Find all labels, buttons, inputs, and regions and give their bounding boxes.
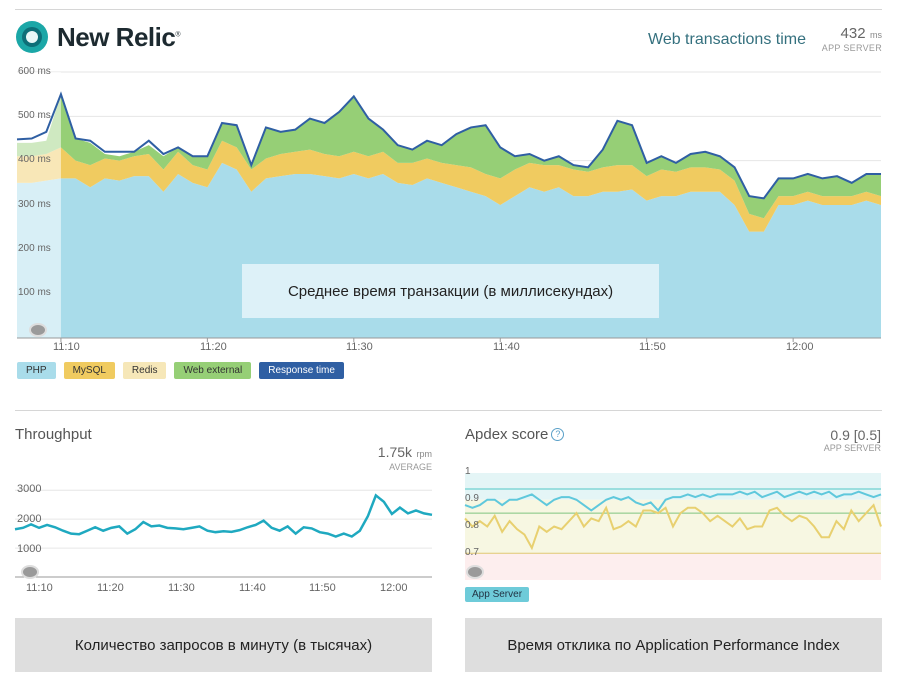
throughput-eye-icon[interactable] [21, 565, 39, 579]
area-php [17, 162, 881, 338]
apdex-eye-icon[interactable] [466, 565, 484, 579]
line-throughput [14, 493, 433, 538]
area-mysql [17, 140, 881, 232]
tp-x-tick-1130: 11:30 [168, 582, 195, 594]
line-apdex-satisfied [464, 490, 882, 513]
throughput-unit: rpm [416, 449, 433, 459]
summary-subtitle: APP SERVER [821, 43, 882, 53]
y-tick-300: 300 ms [18, 199, 51, 210]
new-relic-logo[interactable]: New Relic® [15, 20, 180, 54]
apdex-chart[interactable] [0, 0, 900, 600]
new-relic-logo-icon [16, 21, 48, 53]
x-tick-1200: 12:00 [786, 341, 814, 353]
tp-y-tick-2000: 2000 [17, 513, 42, 525]
apdex-title-row: Apdex score? [465, 426, 565, 443]
apdex-subtitle: APP SERVER [823, 443, 881, 453]
x-tick-1120: 11:20 [200, 341, 227, 353]
throughput-caption: Количество запросов в минуту (в тысячах) [15, 618, 432, 672]
brand-registered-mark: ® [175, 30, 180, 38]
apdex-caption: Время отклика по Application Performance… [465, 618, 882, 672]
tp-y-tick-3000: 3000 [17, 483, 42, 495]
y-tick-500: 500 ms [18, 110, 51, 121]
apdex-value: 0.9 [0.5] [830, 427, 881, 443]
apdex-title: Apdex score [465, 426, 549, 443]
tp-x-tick-1150: 11:50 [309, 582, 336, 594]
apdex-y-tick-1: 1 [465, 466, 471, 477]
main-chart-title: Web transactions time [648, 31, 806, 48]
throughput-title: Throughput [15, 426, 92, 443]
throughput-value: 1.75k [377, 444, 413, 460]
tp-x-tick-1120: 11:20 [97, 582, 124, 594]
main-chart-summary: 432 ms APP SERVER [822, 25, 882, 53]
legend-web-external[interactable]: Web external [174, 362, 252, 379]
y-tick-100: 100 ms [18, 287, 51, 298]
main-chart-annotation: Среднее время транзакции (в миллисекунда… [242, 264, 659, 318]
y-tick-400: 400 ms [18, 154, 51, 165]
brand-name: New Relic [57, 21, 176, 52]
summary-value: 432 [840, 25, 866, 42]
throughput-summary: 1.75k rpm AVERAGE [340, 444, 432, 472]
legend-redis[interactable]: Redis [122, 362, 167, 379]
apdex-summary: 0.9 [0.5] APP SERVER [780, 427, 881, 453]
y-tick-600: 600 ms [18, 66, 51, 77]
apdex-y-tick-0-9: 0.9 [465, 493, 479, 504]
legend-response-time[interactable]: Response time [259, 362, 344, 379]
line-apdex-tolerating [464, 503, 882, 551]
tp-x-tick-1140: 11:40 [239, 582, 266, 594]
x-tick-1140: 11:40 [493, 341, 520, 353]
throughput-subtitle: AVERAGE [389, 462, 432, 472]
apdex-legend-app-server[interactable]: App Server [465, 587, 530, 602]
x-tick-1150: 11:50 [639, 341, 666, 353]
x-tick-1110: 11:10 [53, 341, 80, 353]
apdex-y-tick-0-8: 0.8 [465, 520, 479, 531]
faded-region [17, 72, 61, 338]
throughput-chart[interactable] [0, 0, 900, 600]
main-chart-legend: PHP MySQL Redis Web external Response ti… [17, 362, 344, 379]
help-icon[interactable]: ? [551, 428, 565, 441]
tp-x-tick-1200: 12:00 [380, 582, 408, 594]
tp-y-tick-1000: 1000 [17, 543, 42, 555]
web-transactions-chart[interactable] [0, 0, 900, 400]
eye-icon[interactable] [29, 323, 47, 337]
band-frustrated [465, 553, 881, 580]
top-divider [15, 9, 882, 10]
section-divider [15, 410, 882, 411]
legend-php[interactable]: PHP [17, 362, 56, 379]
y-tick-200: 200 ms [18, 243, 51, 254]
summary-unit: ms [870, 30, 882, 40]
legend-mysql[interactable]: MySQL [63, 362, 115, 379]
tp-x-tick-1110: 11:10 [26, 582, 53, 594]
apdex-y-tick-0-7: 0.7 [465, 547, 479, 558]
line-response-time [16, 91, 881, 200]
x-tick-1130: 11:30 [346, 341, 373, 353]
